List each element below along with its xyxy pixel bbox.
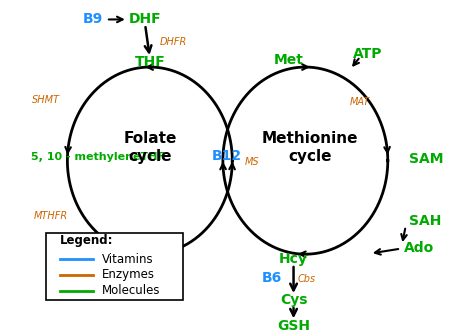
Text: GSH: GSH: [277, 319, 310, 333]
Text: Cys: Cys: [280, 293, 307, 307]
Text: Met: Met: [274, 54, 304, 67]
Text: DHF: DHF: [129, 12, 162, 26]
Text: Legend:: Legend:: [60, 234, 114, 247]
Text: MS: MS: [245, 157, 260, 167]
Text: B9: B9: [83, 12, 103, 26]
Text: MTHFR: MTHFR: [34, 211, 68, 221]
Text: THF: THF: [135, 55, 165, 69]
Text: Ado: Ado: [404, 241, 435, 255]
Text: 5 - mTHF: 5 - mTHF: [91, 252, 162, 266]
Text: SAH: SAH: [409, 214, 441, 228]
Text: B6: B6: [262, 271, 282, 285]
Text: Folate
cycle: Folate cycle: [123, 131, 176, 164]
Text: ATP: ATP: [353, 47, 383, 61]
Text: Methionine
cycle: Methionine cycle: [262, 131, 358, 164]
Text: Enzymes: Enzymes: [102, 268, 155, 281]
FancyBboxPatch shape: [46, 233, 183, 300]
Text: SAM: SAM: [409, 152, 444, 166]
Text: Vitamins: Vitamins: [102, 253, 154, 266]
Text: Hcy: Hcy: [279, 252, 308, 266]
Text: Molecules: Molecules: [102, 284, 160, 297]
Text: MAT: MAT: [349, 96, 370, 107]
Text: B12: B12: [211, 149, 242, 163]
Text: SHMT: SHMT: [32, 95, 60, 105]
Text: DHFR: DHFR: [159, 38, 186, 48]
Text: 5, 10 - methyleneTHF: 5, 10 - methyleneTHF: [31, 152, 164, 162]
Text: Cbs: Cbs: [297, 274, 315, 284]
